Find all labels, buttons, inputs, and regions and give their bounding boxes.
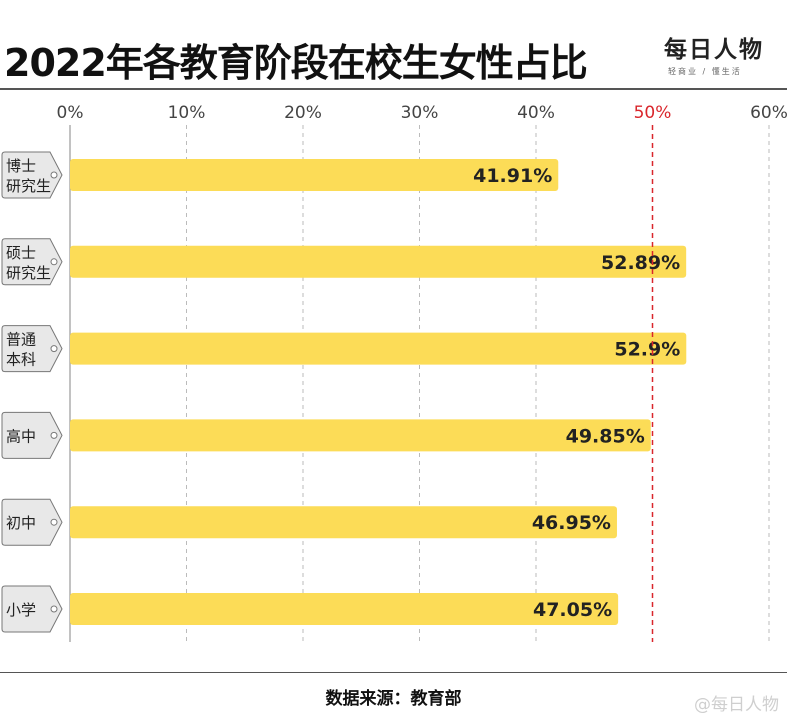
category-tag — [1, 151, 63, 199]
x-tick-label: 20% — [284, 103, 322, 123]
brand-logo: 每日人物 轻商业 / 懂生活 — [664, 30, 784, 77]
brand-name: 每日人物 — [664, 37, 764, 63]
tag-hole — [50, 171, 58, 179]
x-tick-label: 0% — [57, 103, 84, 123]
bar-value-label: 41.91% — [473, 165, 552, 187]
category-label: 小学 — [6, 601, 36, 619]
category-label: 高中 — [6, 427, 36, 445]
category-label: 硕士 — [6, 244, 36, 262]
category-tag — [1, 585, 63, 633]
bar — [70, 332, 687, 365]
category-label: 初中 — [6, 514, 36, 532]
x-tick-label: 40% — [517, 103, 555, 123]
bar-value-label: 52.9% — [614, 339, 680, 361]
bar — [70, 245, 687, 278]
brand-tagline: 轻商业 / 懂生活 — [668, 67, 742, 76]
bar — [70, 159, 559, 191]
category-tag — [1, 238, 63, 286]
bar-value-label: 47.05% — [533, 599, 612, 621]
category-tag — [1, 411, 63, 459]
category-label: 博士 — [6, 157, 36, 175]
category-tag — [1, 325, 63, 373]
category-tag — [1, 498, 63, 546]
tag-hole — [50, 605, 58, 613]
bar-value-label: 49.85% — [566, 425, 645, 447]
bar — [70, 506, 617, 539]
tag-hole — [50, 431, 58, 439]
bar-value-label: 46.95% — [532, 512, 611, 534]
page-title: 2022年各教育阶段在校生女性占比 — [4, 41, 588, 85]
x-tick-label: 60% — [750, 103, 787, 123]
tag-hole — [50, 518, 58, 526]
data-source: 数据来源：教育部 — [325, 689, 462, 709]
bar-value-label: 52.89% — [601, 252, 680, 274]
x-tick-label: 50% — [634, 103, 672, 123]
x-tick-label: 10% — [168, 103, 206, 123]
header-divider — [0, 88, 787, 90]
tag-hole — [50, 258, 58, 266]
bar — [70, 419, 651, 452]
category-label: 普通 — [6, 331, 36, 349]
tag-hole — [50, 345, 58, 353]
category-label: 本科 — [6, 351, 36, 369]
category-label: 研究生 — [6, 177, 51, 195]
x-tick-label: 30% — [401, 103, 439, 123]
bar — [70, 593, 619, 625]
footer-divider — [0, 672, 787, 673]
category-label: 研究生 — [6, 264, 51, 282]
watermark: @每日人物 — [694, 695, 779, 715]
